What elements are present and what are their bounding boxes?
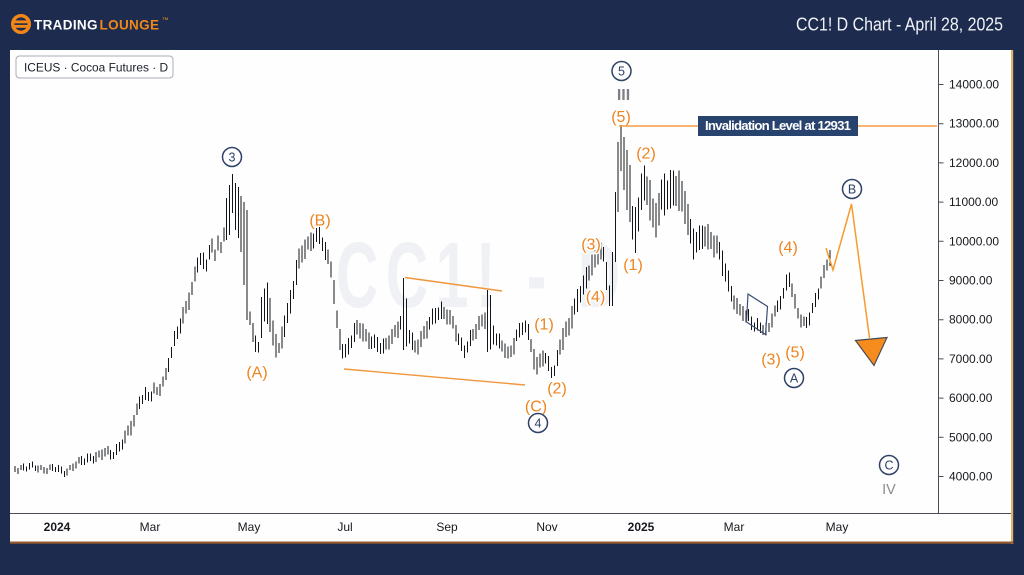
svg-text:7000.00: 7000.00 <box>949 352 993 366</box>
svg-text:2025: 2025 <box>628 520 655 534</box>
svg-text:Jul: Jul <box>337 520 352 534</box>
svg-text:III: III <box>617 87 630 104</box>
svg-text:5000.00: 5000.00 <box>949 430 993 444</box>
svg-text:(A): (A) <box>246 365 267 382</box>
svg-text:A: A <box>790 371 799 385</box>
svg-text:4: 4 <box>535 416 542 430</box>
svg-text:(3): (3) <box>581 237 601 254</box>
svg-text:Mar: Mar <box>724 520 745 534</box>
svg-text:IV: IV <box>882 482 896 498</box>
svg-text:Mar: Mar <box>140 520 161 534</box>
svg-text:6000.00: 6000.00 <box>949 391 993 405</box>
svg-text:CC1! D Chart - April 28, 2025: CC1! D Chart - April 28, 2025 <box>796 15 1003 35</box>
svg-text:(1): (1) <box>534 317 554 334</box>
svg-text:(B): (B) <box>309 213 330 230</box>
svg-text:(2): (2) <box>547 381 567 398</box>
svg-text:(2): (2) <box>636 146 656 163</box>
svg-text:10000.00: 10000.00 <box>949 234 999 248</box>
svg-text:TRADING: TRADING <box>34 18 98 33</box>
svg-text:(5): (5) <box>785 345 805 362</box>
svg-text:9000.00: 9000.00 <box>949 274 993 288</box>
svg-text:™: ™ <box>162 17 169 24</box>
svg-text:4000.00: 4000.00 <box>949 470 993 484</box>
svg-text:(1): (1) <box>623 257 643 274</box>
svg-text:LOUNGE: LOUNGE <box>100 18 160 33</box>
svg-text:B: B <box>848 182 856 196</box>
svg-text:ICEUS · Cocoa Futures · D: ICEUS · Cocoa Futures · D <box>24 61 168 75</box>
svg-text:12000.00: 12000.00 <box>949 156 999 170</box>
svg-text:8000.00: 8000.00 <box>949 313 993 327</box>
svg-text:(4): (4) <box>586 289 606 306</box>
svg-text:C: C <box>884 458 893 472</box>
svg-text:(5): (5) <box>611 109 631 126</box>
svg-text:(C): (C) <box>525 399 547 416</box>
svg-text:14000.00: 14000.00 <box>949 78 999 92</box>
svg-text:CC1! - D: CC1! - D <box>336 224 628 327</box>
svg-text:May: May <box>826 520 849 534</box>
svg-text:(4): (4) <box>778 240 798 257</box>
svg-text:Invalidation Level at 12931: Invalidation Level at 12931 <box>705 118 851 133</box>
svg-text:13000.00: 13000.00 <box>949 117 999 131</box>
svg-text:May: May <box>238 520 261 534</box>
svg-text:11000.00: 11000.00 <box>949 195 998 209</box>
svg-text:3: 3 <box>229 150 236 164</box>
svg-text:Nov: Nov <box>536 520 557 534</box>
svg-text:(3): (3) <box>761 352 781 369</box>
svg-text:Sep: Sep <box>436 520 458 534</box>
svg-text:2024: 2024 <box>44 520 71 534</box>
svg-text:5: 5 <box>618 64 625 78</box>
